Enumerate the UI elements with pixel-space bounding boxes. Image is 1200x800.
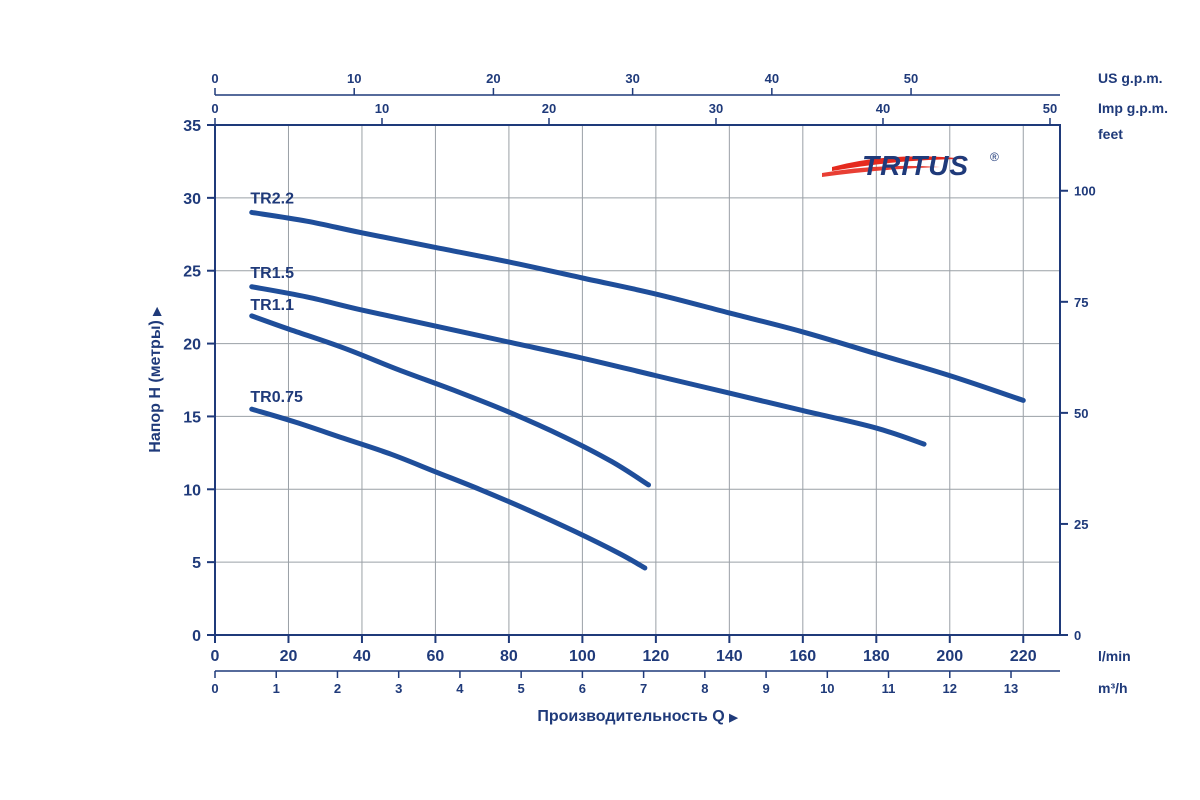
x2-tick-label: 13 xyxy=(1004,681,1018,696)
xtop-imp-tick: 40 xyxy=(876,101,890,116)
x2-tick-label: 4 xyxy=(456,681,464,696)
series-label-TR0.75: TR0.75 xyxy=(250,389,303,406)
x-tick-label: 40 xyxy=(353,648,371,665)
x-unit-imp: Imp g.p.m. xyxy=(1098,100,1168,116)
x-tick-label: 100 xyxy=(569,648,596,665)
xtop-imp-tick: 50 xyxy=(1043,101,1057,116)
x-unit-us: US g.p.m. xyxy=(1098,70,1163,86)
x-tick-label: 80 xyxy=(500,648,518,665)
y-unit-feet: feet xyxy=(1098,126,1123,142)
x-tick-label: 0 xyxy=(211,648,220,665)
y2-tick-label: 75 xyxy=(1074,295,1088,310)
x-tick-label: 120 xyxy=(643,648,670,665)
x2-tick-label: 6 xyxy=(579,681,586,696)
x-axis-title: Производительность Q ▶ xyxy=(537,708,738,725)
xtop-us-tick: 0 xyxy=(211,71,218,86)
x2-tick-label: 12 xyxy=(943,681,957,696)
x2-tick-label: 8 xyxy=(701,681,708,696)
xtop-us-tick: 30 xyxy=(625,71,639,86)
series-label-TR2.2: TR2.2 xyxy=(250,191,294,208)
xtop-us-tick: 20 xyxy=(486,71,500,86)
y-tick-label: 0 xyxy=(192,628,201,645)
x2-tick-label: 10 xyxy=(820,681,834,696)
logo-registered: ® xyxy=(990,150,999,164)
xtop-us-tick: 50 xyxy=(904,71,918,86)
y-tick-label: 5 xyxy=(192,555,201,572)
series-label-TR1.5: TR1.5 xyxy=(250,265,294,282)
x-tick-label: 200 xyxy=(936,648,963,665)
x-tick-label: 140 xyxy=(716,648,743,665)
x2-tick-label: 0 xyxy=(211,681,218,696)
x-tick-label: 220 xyxy=(1010,648,1037,665)
x2-tick-label: 9 xyxy=(762,681,769,696)
x2-tick-label: 1 xyxy=(273,681,280,696)
xtop-imp-tick: 10 xyxy=(375,101,389,116)
y-tick-label: 30 xyxy=(183,191,201,208)
x-unit-m3h: m³/h xyxy=(1098,680,1128,696)
x-tick-label: 160 xyxy=(789,648,816,665)
y-axis-title: Напор H (метры) ▶ xyxy=(147,307,164,453)
xtop-imp-tick: 30 xyxy=(709,101,723,116)
y2-tick-label: 25 xyxy=(1074,517,1088,532)
y2-tick-label: 50 xyxy=(1074,406,1088,421)
xtop-imp-tick: 20 xyxy=(542,101,556,116)
x-tick-label: 60 xyxy=(427,648,445,665)
xtop-us-tick: 40 xyxy=(765,71,779,86)
x-unit-lmin: l/min xyxy=(1098,648,1131,664)
x2-tick-label: 3 xyxy=(395,681,402,696)
xtop-us-tick: 10 xyxy=(347,71,361,86)
series-label-TR1.1: TR1.1 xyxy=(250,297,294,314)
y-tick-label: 35 xyxy=(183,118,201,135)
x2-tick-label: 5 xyxy=(518,681,525,696)
y2-tick-label: 0 xyxy=(1074,628,1081,643)
y-tick-label: 25 xyxy=(183,264,201,281)
logo-text: TRITUS xyxy=(862,150,969,181)
x2-tick-label: 2 xyxy=(334,681,341,696)
xtop-imp-tick: 0 xyxy=(211,101,218,116)
x-tick-label: 20 xyxy=(280,648,298,665)
y-tick-label: 10 xyxy=(183,482,201,499)
x2-tick-label: 11 xyxy=(882,681,896,696)
pump-curve-chart: 020406080100120140160180200220l/min01234… xyxy=(0,0,1200,800)
y-tick-label: 15 xyxy=(183,409,201,426)
x2-tick-label: 7 xyxy=(640,681,647,696)
x-tick-label: 180 xyxy=(863,648,890,665)
y-tick-label: 20 xyxy=(183,337,201,354)
y2-tick-label: 100 xyxy=(1074,184,1096,199)
